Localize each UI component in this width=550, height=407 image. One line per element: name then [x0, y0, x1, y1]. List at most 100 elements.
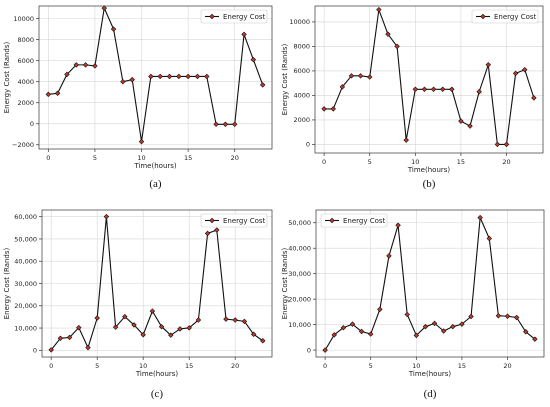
data-point	[523, 329, 529, 335]
data-point	[531, 95, 537, 101]
data-point	[367, 331, 374, 337]
data-point	[504, 313, 511, 319]
legend: Energy Cost	[200, 213, 268, 228]
x-axis-label: Time(hours)	[407, 166, 451, 174]
data-point	[64, 71, 70, 78]
panel-caption: (d)	[424, 388, 437, 400]
data-point	[349, 321, 356, 327]
data-point	[358, 328, 365, 335]
data-point	[322, 347, 328, 353]
data-point	[366, 74, 373, 80]
data-point	[66, 334, 73, 341]
legend-label: Energy Cost	[494, 13, 537, 21]
legend-marker-swatch	[480, 13, 486, 20]
legend-box	[471, 9, 539, 24]
data-point	[513, 314, 520, 321]
data-point	[204, 73, 210, 80]
data-point	[260, 338, 266, 344]
data-point	[157, 73, 163, 80]
plot-frame	[41, 209, 273, 358]
x-tick-label: 15	[184, 154, 192, 162]
panel-caption: (c)	[151, 388, 164, 400]
data-point	[168, 332, 174, 338]
data-point	[458, 118, 464, 124]
y-tick-label: 20,000	[14, 302, 37, 310]
data-point	[348, 73, 355, 79]
data-point	[82, 62, 89, 68]
x-tick-label: 15	[458, 362, 466, 370]
data-point	[73, 62, 80, 68]
data-point	[385, 31, 391, 37]
plot-frame	[38, 5, 273, 150]
y-tick-label: 50,000	[288, 219, 311, 227]
y-axis-label: Energy Cost (Rands)	[3, 41, 11, 113]
data-point	[476, 89, 482, 95]
x-tick-label: 10	[139, 362, 147, 370]
data-point	[120, 78, 126, 85]
y-tick-label: 8000	[17, 36, 34, 44]
data-point	[158, 323, 165, 330]
data-point	[331, 332, 337, 338]
data-point	[140, 332, 146, 338]
data-point	[166, 73, 173, 80]
x-tick-label: 20	[231, 362, 239, 370]
data-point	[431, 320, 438, 327]
data-point	[148, 73, 154, 80]
x-tick-label: 10	[412, 362, 420, 370]
data-point	[404, 311, 410, 318]
data-point	[439, 86, 446, 93]
x-tick-label: 20	[231, 154, 239, 162]
panel-c: 0 5 10 15 20 0 10,000 20,000 30,000 40,000 50,000 6…	[3, 209, 273, 400]
x-tick-label: 15	[185, 362, 193, 370]
data-point	[340, 324, 347, 331]
panel-a: 0 5 10 15 20 −2000 0 2000 4000 6000 8000 10000 Time(…	[3, 5, 273, 190]
data-point	[495, 313, 502, 319]
x-tick-label: 5	[93, 154, 97, 162]
data-point	[386, 253, 392, 259]
data-point	[54, 90, 61, 96]
data-point	[231, 121, 238, 128]
legend-box	[200, 213, 268, 228]
legend: Energy Cost	[320, 213, 388, 228]
x-tick-label: 10	[137, 154, 145, 162]
data-point	[194, 73, 201, 80]
data-point	[110, 26, 117, 32]
data-point	[485, 62, 492, 68]
x-tick-label: 15	[457, 158, 465, 166]
x-tick-label: 5	[369, 362, 373, 370]
y-tick-label: 10000	[289, 18, 310, 26]
plot-frame	[314, 5, 544, 154]
y-tick-label: 20,000	[288, 295, 311, 303]
x-tick-label: 5	[95, 362, 99, 370]
data-point	[522, 66, 528, 73]
data-point	[138, 138, 145, 145]
data-point	[486, 235, 493, 242]
x-tick-label: 10	[411, 158, 419, 166]
y-tick-label: 4000	[17, 78, 34, 86]
y-tick-label: 0	[306, 141, 310, 149]
y-tick-label: 2000	[293, 116, 310, 124]
legend-marker-swatch	[329, 217, 335, 224]
data-point	[176, 73, 182, 80]
legend-marker-swatch	[209, 217, 215, 224]
data-point	[76, 324, 82, 331]
data-point	[403, 137, 409, 143]
x-tick-label: 20	[503, 362, 511, 370]
data-point	[103, 213, 110, 220]
data-point	[330, 106, 336, 112]
y-tick-label: 4000	[293, 92, 310, 100]
legend-label: Energy Cost	[343, 217, 386, 225]
x-axis-label: Time(hours)	[133, 162, 177, 170]
data-point	[177, 326, 183, 332]
x-tick-label: 0	[323, 362, 327, 370]
x-tick-label: 0	[49, 362, 53, 370]
y-tick-label: 30,000	[288, 270, 311, 278]
data-point	[101, 5, 107, 11]
y-tick-label: 10000	[13, 15, 34, 23]
data-point	[532, 336, 538, 342]
data-point	[129, 76, 135, 83]
plot-frame	[315, 209, 545, 358]
data-point	[494, 141, 501, 148]
data-point	[186, 325, 192, 331]
y-axis-label: Energy Cost (Rands)	[281, 247, 289, 319]
